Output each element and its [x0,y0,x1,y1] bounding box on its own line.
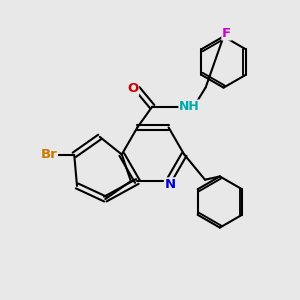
Text: NH: NH [179,100,200,113]
Text: O: O [127,82,139,95]
Text: F: F [222,27,231,40]
Text: N: N [164,178,175,191]
Text: Br: Br [40,148,57,161]
